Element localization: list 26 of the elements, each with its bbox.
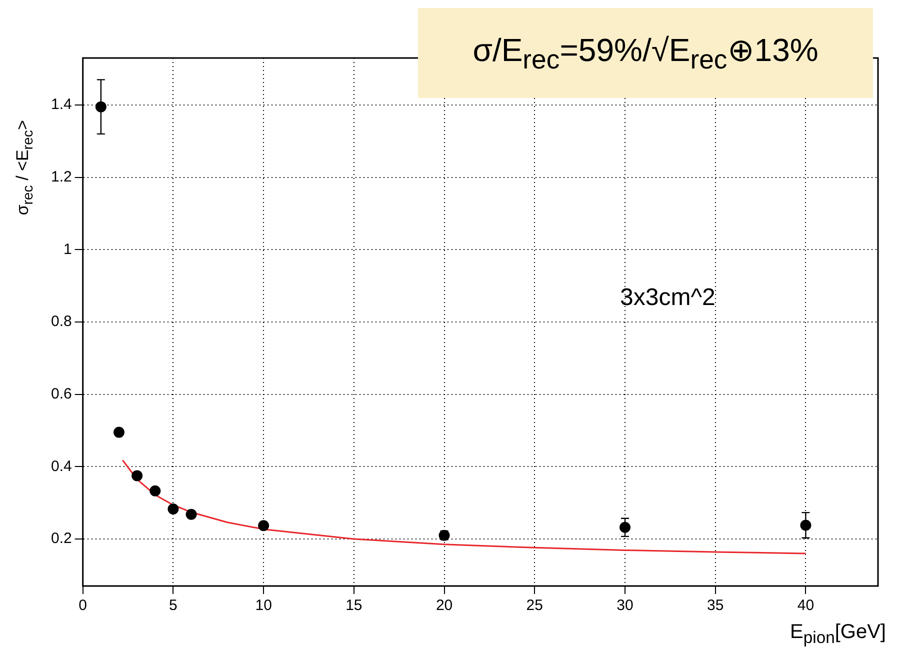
point: [186, 508, 197, 520]
y-tick-label: 0.6: [50, 385, 72, 402]
y-tick-label: 0.2: [50, 530, 72, 548]
point: [258, 520, 270, 532]
x-tick-label: 5: [169, 597, 178, 614]
x-tick-label: 35: [707, 597, 724, 614]
point: [113, 426, 124, 438]
annotation: σ/E$_{rec}$=59%/√E$_{rec}$⊕13%: [472, 30, 818, 76]
annotation: 3x3cm^2: [620, 284, 716, 312]
x-tick-label: 0: [78, 597, 88, 614]
x-tick-label: 20: [436, 597, 453, 614]
y-tick-label: 0.8: [50, 313, 72, 330]
point: [620, 522, 630, 533]
y-tick-label: 1.4: [50, 96, 72, 114]
point: [150, 485, 161, 496]
x-tick-label: 40: [797, 597, 814, 614]
x-tick-label: 25: [526, 597, 543, 614]
x-tick-label: 10: [255, 597, 272, 614]
x-axis-title: E$_{pion}$[GeV]: [790, 621, 886, 648]
y-tick-label: 1.2: [50, 168, 72, 186]
x-tick-label: 15: [346, 597, 362, 614]
point: [132, 470, 143, 482]
y-tick-label: 0.4: [50, 458, 72, 475]
y-tick-label: 1: [64, 240, 72, 258]
x-tick-label: 30: [616, 597, 634, 614]
point: [168, 503, 179, 514]
